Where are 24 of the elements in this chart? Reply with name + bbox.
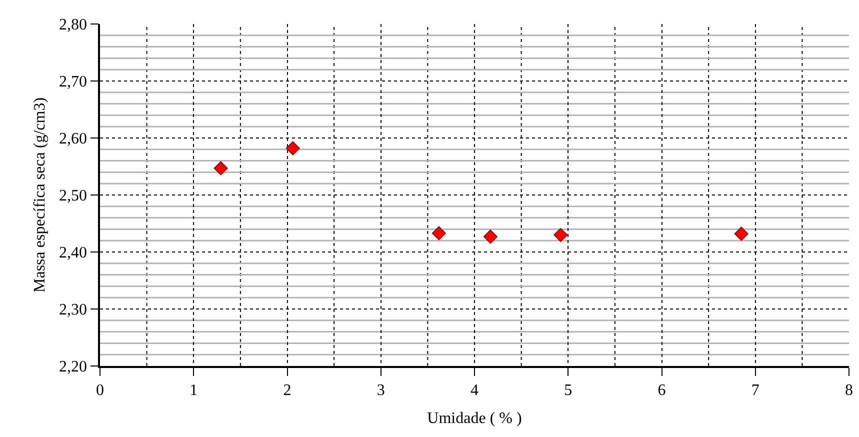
point <box>734 226 748 241</box>
x-tick-label: 7 <box>751 382 760 399</box>
y-tick-label: 2,40 <box>59 244 88 262</box>
point <box>214 161 228 176</box>
y-tick-label: 2,50 <box>59 188 88 205</box>
x-tick-label: 2 <box>283 382 292 399</box>
y-tick-label: 2,20 <box>59 358 88 376</box>
x-tick-label: 8 <box>845 382 853 399</box>
x-tick-label: 3 <box>376 382 385 399</box>
point <box>286 141 300 156</box>
point <box>432 226 446 240</box>
y-tick-label: 2,60 <box>59 130 88 148</box>
x-axis-title: Umidade ( % ) <box>427 410 522 428</box>
x-tick-label: 6 <box>658 382 666 399</box>
x-tick-label: 5 <box>564 382 572 399</box>
point <box>483 230 498 244</box>
y-tick-label: 2,80 <box>59 16 88 34</box>
y-axis-title: Massa específica seca (g/cm3) <box>31 97 48 293</box>
x-tick-label: 4 <box>470 382 478 399</box>
x-tick-label: 1 <box>190 382 198 399</box>
point <box>554 228 568 242</box>
y-tick-label: 2,70 <box>59 74 88 91</box>
y-tick-label: 2,30 <box>59 302 88 319</box>
x-tick-label: 0 <box>96 382 104 399</box>
